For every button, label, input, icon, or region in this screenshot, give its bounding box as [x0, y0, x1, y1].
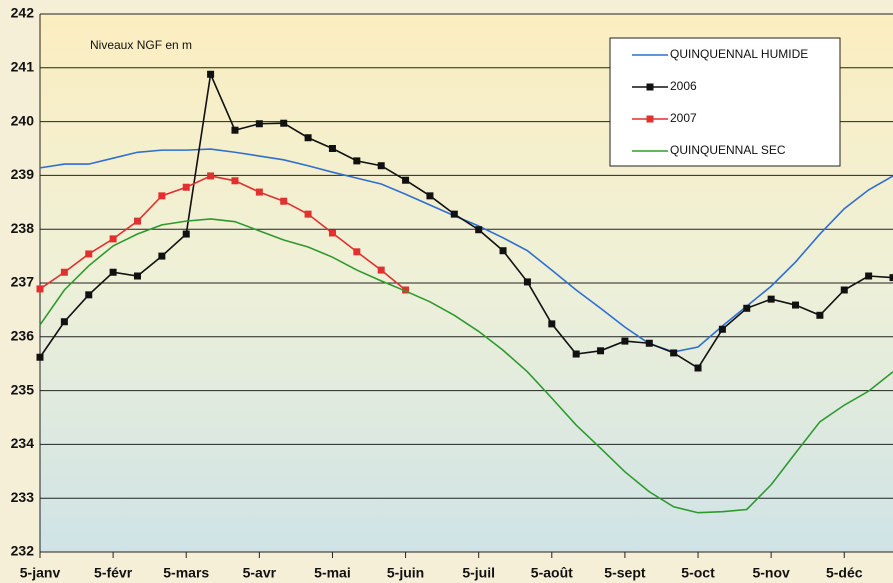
series: [36, 70, 893, 372]
point: [60, 318, 68, 326]
point: [109, 235, 117, 243]
point: [523, 278, 531, 286]
x-tick-label: 5-nov: [752, 565, 790, 581]
x-tick-label: 5-mars: [163, 565, 209, 581]
y-tick-label: 236: [11, 328, 35, 344]
legend-label: QUINQUENNAL HUMIDE: [670, 47, 808, 61]
point: [328, 145, 336, 152]
y-tick-label: 232: [11, 543, 35, 559]
y-tick-label: 242: [11, 5, 35, 21]
x-tick-label: 5-août: [531, 565, 573, 581]
x-tick-label: 5-févr: [94, 565, 133, 581]
legend-label: 2006: [670, 79, 697, 93]
series: [39, 218, 893, 514]
y-tick-label: 235: [11, 381, 35, 397]
point: [402, 176, 410, 184]
point: [767, 295, 775, 303]
annotation: Niveaux NGF en m: [90, 38, 192, 52]
point: [572, 350, 580, 358]
y-tick-label: 237: [11, 274, 35, 290]
point: [207, 172, 215, 180]
point: [255, 188, 263, 196]
point: [280, 119, 288, 127]
y-tick-label: 240: [11, 112, 35, 128]
point: [499, 247, 507, 255]
point: [255, 120, 263, 128]
legend-marker: [646, 83, 654, 91]
point: [377, 162, 385, 170]
x-tick-label: 5-janv: [20, 565, 61, 581]
point: [840, 286, 848, 294]
point: [304, 210, 312, 218]
point: [597, 347, 605, 355]
point: [353, 157, 361, 165]
point: [402, 286, 410, 294]
y-tick-label: 233: [11, 489, 35, 505]
legend-label: QUINQUENNAL SEC: [670, 143, 786, 157]
point: [133, 217, 141, 225]
x-tick-label: 5-juin: [387, 565, 424, 581]
point: [36, 285, 44, 293]
point: [158, 192, 166, 200]
y-tick-label: 241: [11, 59, 35, 75]
point: [231, 177, 239, 185]
series-line: [39, 71, 893, 370]
point: [670, 349, 678, 357]
x-tick-label: 5-déc: [826, 565, 863, 581]
point: [36, 353, 44, 361]
point: [207, 70, 215, 78]
point: [280, 197, 288, 205]
series-line: [39, 218, 893, 514]
point: [60, 268, 68, 276]
point: [328, 229, 336, 237]
point: [85, 291, 93, 299]
series-line: [39, 148, 893, 353]
point: [718, 325, 726, 333]
point: [645, 339, 653, 347]
series: [36, 172, 410, 294]
legend-marker: [646, 115, 654, 123]
point: [450, 210, 458, 218]
point: [426, 192, 434, 200]
point: [475, 226, 483, 234]
y-tick-label: 238: [11, 220, 35, 236]
point: [792, 301, 800, 309]
point: [182, 230, 190, 238]
legend-box: [609, 37, 841, 167]
point: [377, 266, 385, 274]
point: [85, 250, 93, 258]
x-tick-label: 5-sept: [604, 565, 646, 581]
point: [158, 252, 166, 260]
point: [694, 364, 702, 372]
series: [39, 148, 893, 353]
point: [865, 272, 873, 280]
point: [133, 272, 141, 280]
x-tick-label: 5-juil: [462, 565, 495, 581]
y-tick-label: 239: [11, 166, 35, 182]
x-tick-label: 5-mai: [314, 565, 351, 581]
point: [743, 304, 751, 312]
point: [182, 183, 190, 191]
point: [304, 134, 312, 142]
point: [231, 126, 239, 134]
y-tick-label: 234: [11, 435, 35, 451]
point: [889, 274, 893, 282]
x-tick-label: 5-oct: [681, 565, 715, 581]
x-tick-label: 5-avr: [243, 565, 277, 581]
series-line: [39, 175, 407, 291]
point: [816, 311, 824, 319]
point: [109, 268, 117, 276]
point: [548, 320, 556, 328]
point: [353, 248, 361, 256]
point: [621, 337, 629, 345]
legend-label: 2007: [670, 111, 697, 125]
